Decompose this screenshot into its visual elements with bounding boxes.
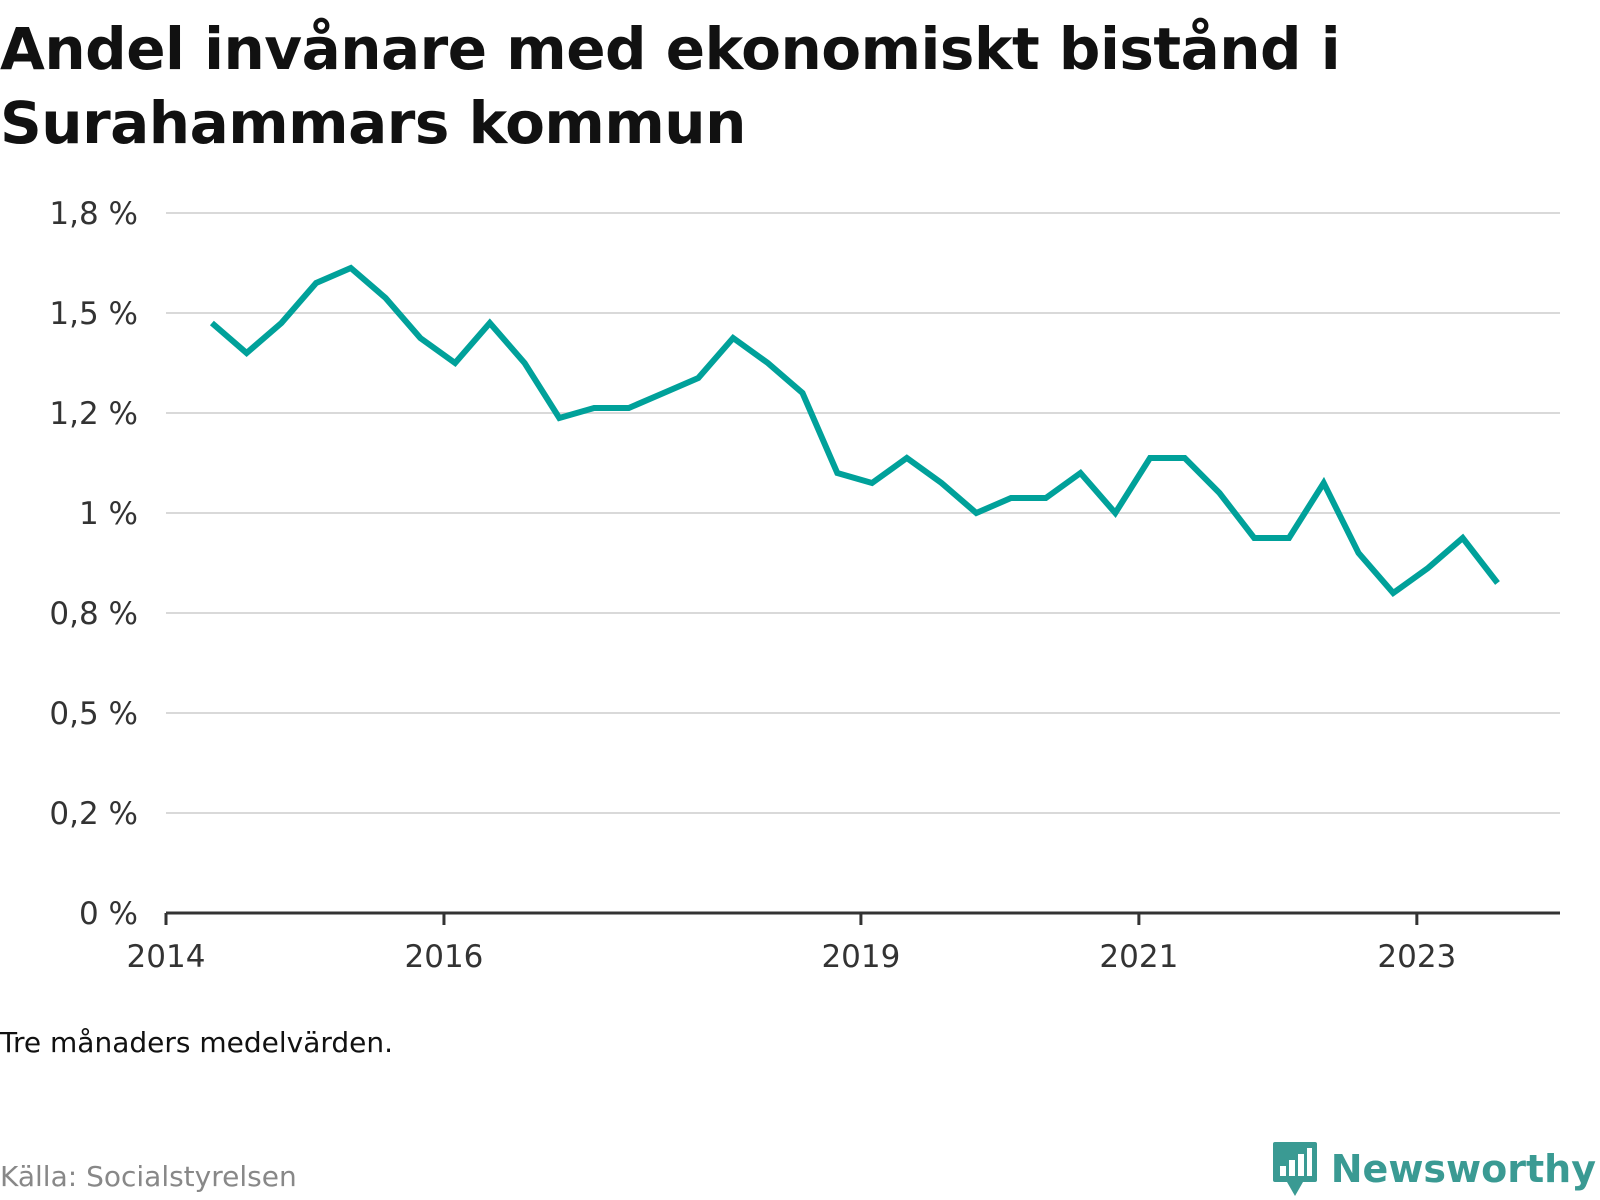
y-tick-label: 1,8 % xyxy=(49,196,138,232)
gridlines xyxy=(166,212,1560,814)
chart-note: Tre månaders medelvärden. xyxy=(0,1026,394,1059)
x-tick-label: 2014 xyxy=(127,939,206,975)
y-tick-label: 0,5 % xyxy=(49,696,138,732)
series-layer xyxy=(209,264,1500,598)
y-tick-label: 0 % xyxy=(79,896,138,932)
y-tick-label: 0,2 % xyxy=(49,796,138,832)
y-tick-label: 0,8 % xyxy=(49,596,138,632)
brand-name: Newsworthy xyxy=(1330,1147,1596,1191)
x-tick-label: 2019 xyxy=(821,939,900,975)
y-tick-label: 1,2 % xyxy=(49,396,138,432)
y-axis-ticks: 0 % 0,2 % 0,5 % 0,8 % 1 % 1,2 % 1,5 % 1,8 % xyxy=(49,196,138,932)
y-tick-label: 1 % xyxy=(79,496,138,532)
y-tick-label: 1,5 % xyxy=(49,296,138,332)
series-line xyxy=(209,264,1500,598)
line-chart: 0 % 0,2 % 0,5 % 0,8 % 1 % 1,2 % 1,5 % 1,8 % 201… xyxy=(49,196,1560,975)
chart-title: Andel invånare med ekonomiskt bistånd i … xyxy=(0,15,1341,157)
brand-logo: Newsworthy xyxy=(1271,1140,1596,1198)
bar-chart-speech-bubble-icon xyxy=(1272,1142,1317,1196)
x-tick-label: 2023 xyxy=(1377,939,1456,975)
x-axis: 2014 2016 2019 2021 2023 xyxy=(127,911,1560,975)
x-tick-label: 2016 xyxy=(405,939,484,975)
x-tick-label: 2021 xyxy=(1099,939,1178,975)
source-credit: Källa: Socialstyrelsen xyxy=(0,1160,297,1193)
